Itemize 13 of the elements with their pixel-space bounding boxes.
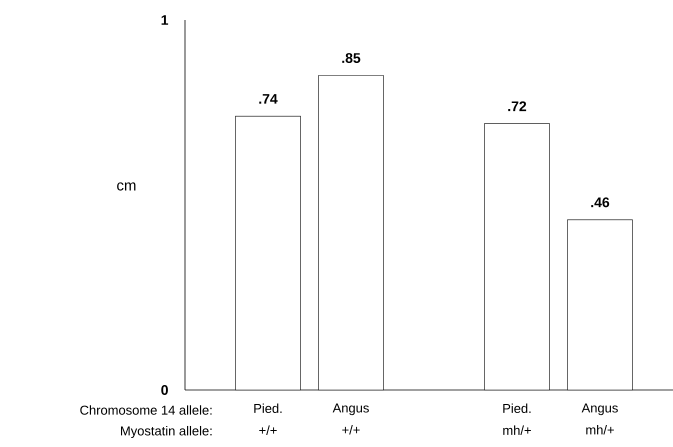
data-label: .74 [259,94,278,104]
y-tick-label: 1 [162,15,168,25]
y-tick-label: 0 [161,385,168,395]
y-axis-title: cm [117,182,136,191]
x-tick-label: Pied. +/+ [254,404,282,435]
text: Chromosome 14 allele: [80,405,212,415]
data-label: .46 [591,197,610,208]
x-tick-label: Pied. mh/+ [503,404,531,435]
data-label: .85 [342,53,360,63]
text: Myostatin allele: [121,426,212,438]
x-tick-label: Angus +/+ [332,404,369,434]
data-label: .72 [508,101,526,112]
x-tick-label: Angus mh/+ [582,404,618,434]
